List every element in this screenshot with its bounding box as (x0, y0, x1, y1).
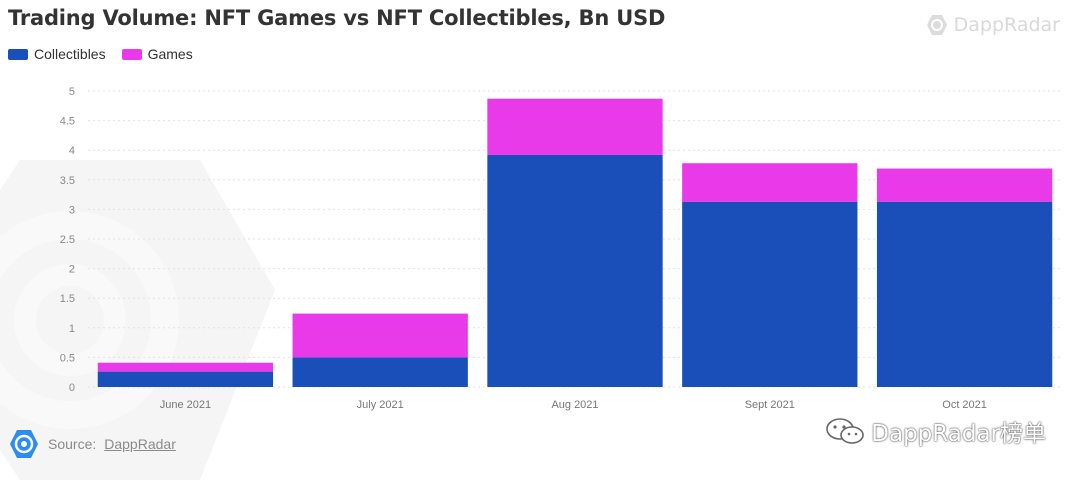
y-tick-label: 1.5 (60, 293, 75, 305)
bar-games (682, 163, 858, 202)
y-tick-label: 3.5 (60, 175, 75, 187)
x-tick-label: June 2021 (160, 399, 211, 411)
legend-label-collectibles: Collectibles (34, 46, 106, 62)
bar-collectibles (487, 154, 663, 387)
y-tick-label: 5 (69, 86, 75, 98)
y-tick-label: 2 (69, 264, 75, 276)
bar-collectibles (292, 357, 468, 387)
legend-swatch-collectibles (8, 48, 28, 60)
bar-collectibles (876, 201, 1053, 387)
dappradar-logo-icon (10, 430, 38, 458)
y-tick-label: 0 (69, 382, 75, 394)
wechat-label: DappRadar榜单 (871, 421, 1046, 447)
legend-swatch-games (121, 48, 142, 60)
legend-label-games: Games (147, 46, 193, 62)
bar-collectibles (97, 371, 274, 387)
legend-item-games[interactable]: Games (121, 46, 193, 62)
x-tick-label: Oct 2021 (942, 399, 987, 411)
legend-item-collectibles[interactable]: Collectibles (8, 46, 106, 62)
y-tick-label: 3 (69, 204, 75, 216)
y-tick-label: 4.5 (60, 116, 75, 128)
x-tick-label: July 2021 (357, 399, 404, 411)
source-link[interactable]: DappRadar (104, 436, 176, 452)
bar-games (876, 168, 1053, 202)
source-note: Source: DappRadar (8, 428, 176, 460)
y-tick-label: 4 (69, 145, 75, 157)
y-tick-label: 1 (69, 323, 75, 335)
y-tick-label: 2.5 (60, 234, 75, 246)
bar-games (292, 313, 468, 358)
bar-games (487, 98, 663, 155)
background-watermark (0, 160, 275, 480)
source-prefix: Source: (48, 436, 97, 452)
wechat-watermark: DappRadar榜单 (825, 414, 1046, 448)
x-tick-label: Sept 2021 (745, 399, 795, 411)
chart-legend: Collectibles Games (8, 46, 193, 62)
bar-collectibles (682, 201, 858, 387)
chart-title: Trading Volume: NFT Games vs NFT Collect… (8, 6, 666, 30)
brand-logo: DappRadar (926, 14, 1060, 36)
y-tick-label: 0.5 (60, 352, 75, 364)
dappradar-logo-icon (926, 15, 947, 35)
bar-games (97, 362, 274, 372)
brand-name: DappRadar (953, 14, 1060, 36)
x-tick-label: Aug 2021 (551, 399, 598, 411)
wechat-icon (826, 418, 865, 444)
